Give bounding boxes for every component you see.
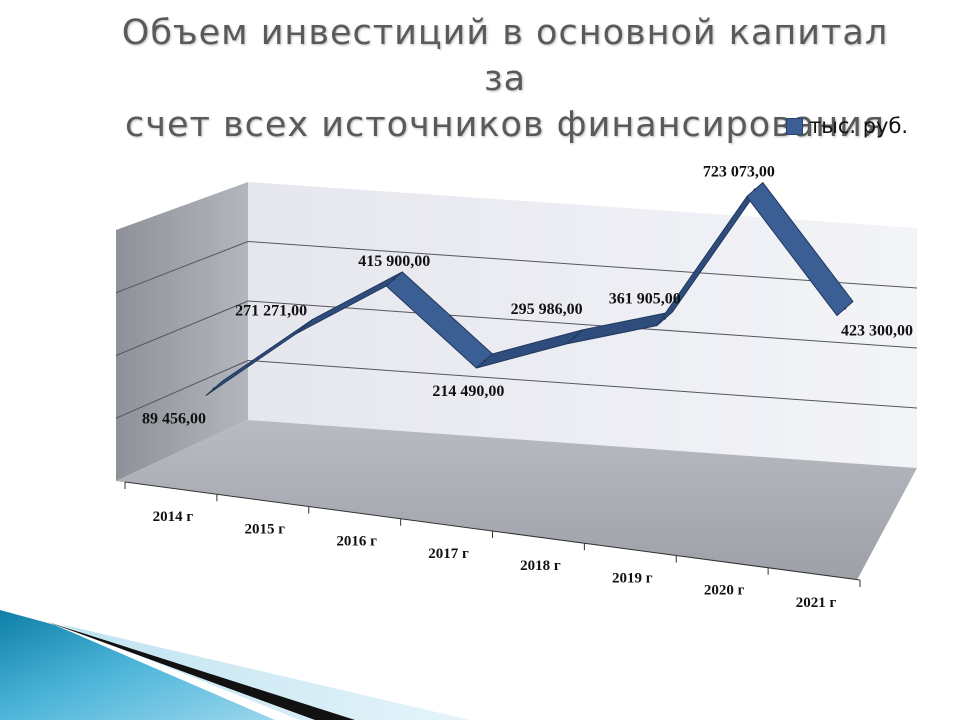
x-tick-label: 2018 г	[520, 558, 561, 574]
data-label: 361 905,00	[609, 291, 681, 308]
data-point	[212, 387, 216, 390]
data-label: 423 300,00	[841, 323, 913, 340]
slide-decoration	[0, 610, 470, 720]
data-label: 214 490,00	[432, 383, 504, 400]
x-tick-label: 2016 г	[336, 534, 377, 550]
data-label: 271 271,00	[235, 303, 307, 320]
side-wall	[116, 182, 248, 481]
data-point	[843, 307, 847, 310]
decor-black-sweep	[48, 622, 355, 720]
decor-blue-wave	[0, 610, 275, 720]
gridline-side	[115, 360, 249, 419]
x-axis-ticks	[124, 481, 861, 587]
x-axis-labels: 2014 г 2015 г 2016 г 2017 г 2018 г 2019 г 2020…	[153, 509, 837, 611]
data-label: 295 986,00	[511, 301, 583, 318]
x-tick-label: 2020 г	[704, 583, 745, 599]
data-label: 723 073,00	[703, 164, 775, 181]
data-point	[393, 277, 396, 281]
data-point	[302, 325, 306, 328]
legend: тыс. руб.	[786, 114, 908, 138]
x-tick-label: 2019 г	[612, 570, 653, 586]
data-point	[753, 188, 757, 191]
legend-swatch	[786, 117, 803, 135]
chart-floor	[116, 420, 917, 580]
title-line-1: Объем инвестиций в основной капитал за	[121, 13, 889, 99]
x-tick-label: 2014 г	[153, 509, 194, 525]
gridlines	[115, 241, 918, 419]
title-line-2: счет всех источников финансирования	[125, 105, 885, 145]
gridline-back	[247, 360, 918, 409]
x-tick-label: 2021 г	[796, 595, 837, 611]
series-segment	[746, 182, 854, 317]
decor-light-band	[60, 624, 470, 720]
data-point	[573, 335, 576, 339]
gridline-back	[247, 241, 918, 289]
gridline-back	[247, 300, 918, 349]
data-label: 415 900,00	[358, 253, 430, 270]
data-point	[663, 317, 666, 320]
data-point	[483, 359, 486, 363]
gridline-side	[115, 241, 249, 294]
series-ribbon	[205, 182, 854, 396]
x-tick-label: 2017 г	[428, 546, 469, 562]
slide-title: Объем инвестиций в основной капитал за с…	[95, 10, 915, 148]
legend-label: тыс. руб.	[809, 114, 909, 138]
gridline-side	[115, 300, 249, 356]
data-label: 89 456,00	[142, 410, 206, 427]
x-tick-label: 2015 г	[245, 521, 286, 537]
data-labels: 89 456,00 271 271,00 415 900,00 214 490,00 2…	[142, 164, 913, 428]
